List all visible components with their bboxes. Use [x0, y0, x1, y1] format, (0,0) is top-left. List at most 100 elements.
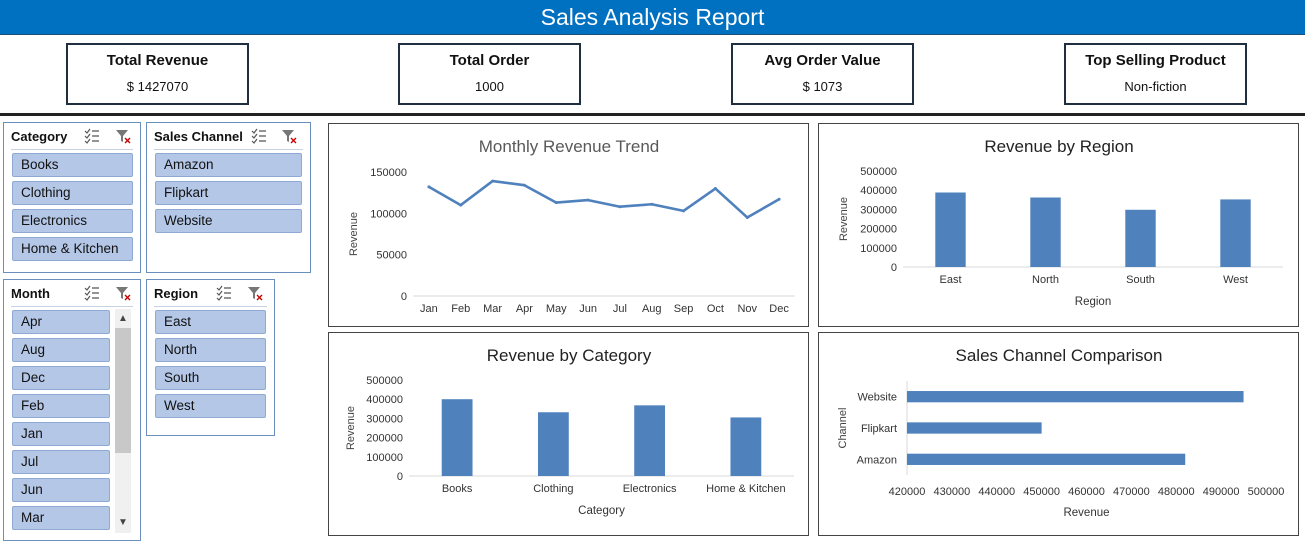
chevron-up-icon[interactable]: ▲: [118, 313, 128, 324]
x-tick-label: 460000: [1068, 486, 1105, 498]
slicer-item-website[interactable]: Website: [155, 209, 302, 233]
data-point-jan: [427, 185, 431, 189]
bar-electronics: [634, 405, 666, 476]
slicer-item-east[interactable]: East: [155, 310, 266, 334]
y-tick-label: 100000: [370, 208, 407, 220]
x-tick-label: Feb: [451, 303, 470, 315]
clear-filter-icon[interactable]: [115, 128, 131, 144]
slicer-item-west[interactable]: West: [155, 394, 266, 418]
kpi-card-total-revenue: Total Revenue $ 1427070: [66, 43, 249, 105]
kpi-value: Non-fiction: [1124, 79, 1187, 94]
data-point-mar: [491, 179, 495, 183]
kpi-card-top-selling-product: Top Selling Product Non-fiction: [1064, 43, 1247, 105]
data-point-apr: [522, 183, 526, 187]
y-axis-label: Revenue: [345, 406, 357, 450]
y-tick-label: 100000: [860, 243, 897, 255]
bar-amazon: [907, 453, 1186, 465]
x-tick-label: Apr: [516, 303, 533, 315]
slicer-item-south[interactable]: South: [155, 366, 266, 390]
y-tick-label: 400000: [860, 185, 897, 197]
x-axis-label: Category: [578, 505, 625, 517]
slicer-title: Category: [11, 129, 68, 144]
multi-select-icon[interactable]: [84, 285, 100, 301]
x-tick-label: Jul: [613, 303, 627, 315]
slicer-item-amazon[interactable]: Amazon: [155, 153, 302, 177]
multi-select-icon[interactable]: [251, 128, 267, 144]
scrollbar-thumb[interactable]: [115, 328, 131, 453]
sales-channel-comparison-svg: Sales Channel Comparison 420000 430000 4400…: [837, 346, 1285, 519]
y-tick-label: 500000: [366, 375, 403, 387]
clear-filter-icon[interactable]: [281, 128, 297, 144]
revenue-by-region-chart: Revenue by Region 0 100000 200000 300000 4000…: [818, 123, 1299, 327]
x-tick-label: Oct: [707, 303, 724, 315]
report-title: Sales Analysis Report: [540, 3, 765, 30]
revenue-by-category-chart: Revenue by Category 0 100000 200000 300000 40…: [328, 332, 809, 536]
x-tick-label: Dec: [769, 303, 789, 315]
x-axis-label: Revenue: [1063, 507, 1109, 519]
y-tick-label: Amazon: [857, 454, 897, 466]
x-tick-label: Books: [442, 483, 473, 495]
x-tick-label: 500000: [1248, 486, 1285, 498]
y-tick-label: 300000: [366, 413, 403, 425]
slicer-item-home-kitchen[interactable]: Home & Kitchen: [12, 237, 133, 261]
bar-home-kitchen: [730, 417, 762, 476]
x-tick-label: Mar: [483, 303, 502, 315]
chart-title: Revenue by Category: [487, 346, 652, 365]
slicer-item-electronics[interactable]: Electronics: [12, 209, 133, 233]
y-tick-label: 400000: [366, 394, 403, 406]
x-tick-label: May: [546, 303, 567, 315]
x-tick-label: Clothing: [533, 483, 573, 495]
slicer-item-aug[interactable]: Aug: [12, 338, 110, 362]
bar-flipkart: [907, 422, 1042, 434]
bar-west: [1220, 199, 1251, 267]
series-line-revenue: [428, 179, 780, 219]
data-point-aug: [650, 202, 654, 206]
slicer-item-books[interactable]: Books: [12, 153, 133, 177]
y-tick-label: 50000: [376, 250, 407, 262]
slicer-separator: [11, 306, 133, 307]
x-tick-label: Sep: [674, 303, 694, 315]
slicer-separator: [154, 149, 303, 150]
slicer-item-jan[interactable]: Jan: [12, 422, 110, 446]
slicer-item-apr[interactable]: Apr: [12, 310, 110, 334]
kpi-label: Avg Order Value: [764, 52, 881, 69]
slicer-item-clothing[interactable]: Clothing: [12, 181, 133, 205]
data-point-dec: [777, 197, 781, 201]
multi-select-icon[interactable]: [84, 128, 100, 144]
data-point-jul: [618, 205, 622, 209]
kpi-label: Top Selling Product: [1085, 52, 1226, 69]
x-tick-label: 430000: [934, 486, 971, 498]
slicer-item-north[interactable]: North: [155, 338, 266, 362]
kpi-value: $ 1427070: [126, 79, 189, 94]
slicer-item-jun[interactable]: Jun: [12, 478, 110, 502]
slicer-separator: [154, 306, 267, 307]
slicer-item-feb[interactable]: Feb: [12, 394, 110, 418]
x-tick-label: 450000: [1023, 486, 1060, 498]
data-point-feb: [459, 203, 463, 207]
bar-north: [1030, 197, 1061, 267]
slicer-item-flipkart[interactable]: Flipkart: [155, 181, 302, 205]
y-tick-label: 0: [401, 291, 407, 303]
kpi-label: Total Order: [449, 52, 530, 69]
slicer-item-mar[interactable]: Mar: [12, 506, 110, 530]
slicer-item-dec[interactable]: Dec: [12, 366, 110, 390]
x-tick-label: East: [939, 274, 961, 286]
chevron-down-icon[interactable]: ▼: [118, 517, 128, 528]
x-tick-label: Jun: [579, 303, 597, 315]
clear-filter-icon[interactable]: [247, 285, 263, 301]
slicer-item-jul[interactable]: Jul: [12, 450, 110, 474]
sales-channel-comparison-chart: Sales Channel Comparison 420000 430000 4400…: [818, 332, 1299, 536]
clear-filter-icon[interactable]: [115, 285, 131, 301]
bar-clothing: [537, 412, 569, 476]
x-tick-label: South: [1126, 274, 1155, 286]
x-tick-label: 480000: [1158, 486, 1195, 498]
x-tick-label: 470000: [1113, 486, 1150, 498]
chart-title: Monthly Revenue Trend: [479, 137, 660, 156]
y-tick-label: 150000: [370, 167, 407, 179]
report-title-bar: Sales Analysis Report: [0, 0, 1305, 35]
kpi-card-avg-order-value: Avg Order Value $ 1073: [731, 43, 914, 105]
revenue-by-category-svg: Revenue by Category 0 100000 200000 300000 40…: [345, 346, 794, 517]
multi-select-icon[interactable]: [216, 285, 232, 301]
revenue-by-region-svg: Revenue by Region 0 100000 200000 300000 4000…: [838, 137, 1283, 308]
bar-south: [1125, 209, 1156, 267]
